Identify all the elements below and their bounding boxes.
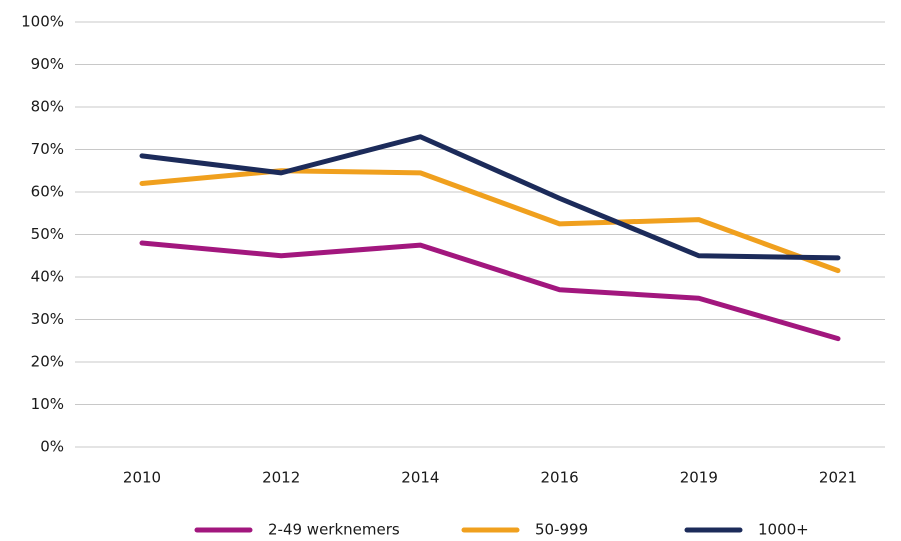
y-tick-label: 60%: [31, 183, 64, 201]
y-tick-label: 70%: [31, 140, 64, 158]
series-line: [139, 134, 841, 261]
legend-label: 1000+: [758, 521, 809, 539]
series-line: [139, 240, 841, 342]
y-tick-label: 50%: [31, 225, 64, 243]
series-line: [139, 168, 841, 274]
x-tick-label: 2021: [819, 469, 857, 487]
legend-label: 50-999: [535, 521, 588, 539]
x-tick-label: 2016: [541, 469, 579, 487]
y-tick-label: 30%: [31, 310, 64, 328]
y-tick-label: 20%: [31, 353, 64, 371]
x-tick-label: 2019: [680, 469, 718, 487]
y-tick-label: 0%: [40, 438, 64, 456]
x-tick-label: 2010: [123, 469, 161, 487]
y-tick-label: 100%: [21, 13, 64, 31]
y-tick-label: 90%: [31, 55, 64, 73]
x-tick-label: 2014: [401, 469, 439, 487]
y-tick-label: 80%: [31, 98, 64, 116]
y-tick-label: 40%: [31, 268, 64, 286]
x-tick-label: 2012: [262, 469, 300, 487]
y-tick-label: 10%: [31, 395, 64, 413]
legend-label: 2-49 werknemers: [268, 521, 400, 539]
